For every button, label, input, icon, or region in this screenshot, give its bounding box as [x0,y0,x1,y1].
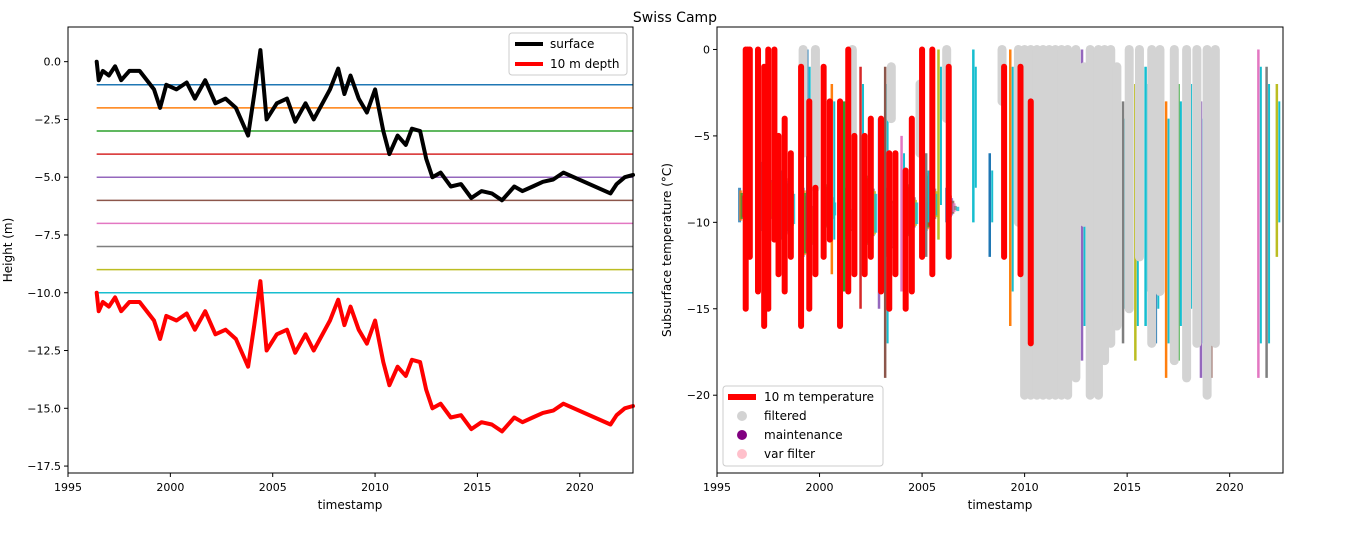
y-tick-label: 0.0 [44,56,62,69]
y-tick-label: −2.5 [34,113,61,126]
y-tick-label: −12.5 [27,345,61,358]
temperature-ticks: 1995 2000 2005 2010 2015 2020 0 −5 −10 −15 −20 [687,43,1244,494]
legend-swatch [737,449,747,459]
temperature-legend: 10 m temperature filtered maintenance var f… [722,385,884,467]
x-tick-label: 2000 [156,481,184,494]
y-tick-label: −5 [694,130,710,143]
legend-label: 10 m depth [550,57,620,71]
y-tick-label: −15.0 [27,402,61,415]
legend-label: maintenance [764,428,843,442]
y-tick-label: −20 [687,389,710,402]
figure-title: Swiss Camp [633,10,717,26]
x-tick-label: 2020 [1216,481,1244,494]
x-tick-label: 1995 [703,481,731,494]
x-tick-label: 2020 [566,481,594,494]
legend-label: 10 m temperature [764,390,874,404]
legend-label: filtered [764,409,807,423]
y-tick-label: 0 [703,43,710,56]
height-axes-frame [67,26,634,474]
height-x-axis-label: timestamp [318,498,383,512]
temperature-plot-area [738,44,1281,400]
legend-swatch [737,430,747,440]
x-tick-label: 2010 [1011,481,1039,494]
temperature-y-axis-label: Subsurface temperature (°C) [660,163,674,337]
x-tick-label: 2015 [1113,481,1141,494]
depth-series-line [94,279,635,434]
x-tick-label: 2015 [463,481,491,494]
surface-series-line [94,48,635,203]
y-tick-label: −10 [687,216,710,229]
y-tick-label: −5.0 [34,171,61,184]
height-legend: surface 10 m depth [508,32,628,76]
legend-label: surface [550,37,594,51]
height-y-axis-label: Height (m) [1,218,15,283]
temperature-x-axis-label: timestamp [968,498,1033,512]
y-tick-label: −17.5 [27,460,61,473]
temperature-axes-frame [716,26,1284,474]
x-tick-label: 2005 [908,481,936,494]
temperature-panel: 1995 2000 2005 2010 2015 2020 0 −5 −10 −15 −20 tim… [660,26,1284,512]
y-tick-label: −10.0 [27,287,61,300]
height-panel: 1995 2000 2005 2010 2015 2020 0.0 −2.5 −5.0 −7.5 −… [1,26,635,512]
legend-box [722,385,884,467]
x-tick-label: 1995 [54,481,82,494]
x-tick-label: 2000 [806,481,834,494]
x-tick-label: 2010 [361,481,389,494]
legend-label: var filter [764,447,815,461]
legend-swatch [737,411,747,421]
x-tick-label: 2005 [259,481,287,494]
y-tick-label: −7.5 [34,229,61,242]
height-plot-area [94,48,635,434]
height-ticks: 1995 2000 2005 2010 2015 2020 0.0 −2.5 −5.0 −7.5 −… [27,56,593,494]
y-tick-label: −15 [687,303,710,316]
